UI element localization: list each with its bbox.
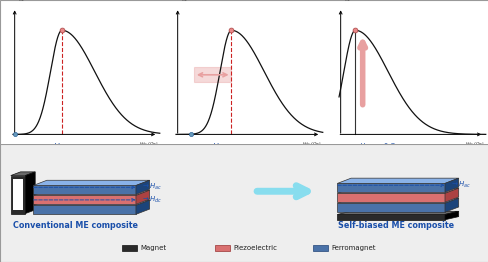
Text: $\alpha_{ME}$ (mV cm$^{-1}$ Oe$^{-1}$): $\alpha_{ME}$ (mV cm$^{-1}$ Oe$^{-1}$)	[179, 0, 225, 4]
Text: Self-biased ME composite: Self-biased ME composite	[337, 221, 453, 230]
Text: Piezoelectric: Piezoelectric	[233, 245, 277, 251]
Polygon shape	[337, 193, 444, 202]
Polygon shape	[215, 245, 229, 251]
Polygon shape	[337, 203, 444, 212]
Polygon shape	[337, 178, 458, 183]
Bar	[194, 67, 231, 82]
Polygon shape	[337, 198, 458, 203]
Polygon shape	[25, 172, 35, 214]
Polygon shape	[337, 183, 444, 192]
Text: $\it{H}_{\rm Opt.}$: $\it{H}_{\rm Opt.}$	[212, 142, 230, 155]
Polygon shape	[122, 245, 137, 251]
Polygon shape	[33, 180, 149, 185]
Polygon shape	[136, 180, 149, 194]
Polygon shape	[13, 179, 23, 210]
Polygon shape	[337, 214, 444, 220]
Polygon shape	[136, 190, 149, 204]
Text: $H_{dc}$ (Oe): $H_{dc}$ (Oe)	[138, 140, 158, 148]
Text: $H_{dc}$ (Oe): $H_{dc}$ (Oe)	[301, 140, 321, 148]
Polygon shape	[11, 172, 35, 176]
Polygon shape	[337, 211, 458, 214]
Text: $\alpha_{ME}$ (mV cm$^{-1}$ Oe$^{-1}$): $\alpha_{ME}$ (mV cm$^{-1}$ Oe$^{-1}$)	[16, 0, 62, 4]
Polygon shape	[444, 198, 458, 212]
Text: Magnet: Magnet	[141, 245, 166, 251]
Polygon shape	[33, 185, 136, 194]
Text: $\it{H}_{\rm Opt.}$: $\it{H}_{\rm Opt.}$	[53, 142, 71, 155]
Polygon shape	[444, 178, 458, 192]
Text: $\alpha_{ME}$ (mV cm$^{-1}$ Oe$^{-1}$): $\alpha_{ME}$ (mV cm$^{-1}$ Oe$^{-1}$)	[342, 0, 387, 4]
Text: Conventional ME composite: Conventional ME composite	[13, 221, 138, 230]
Text: $\rightarrow H_{ac}$: $\rightarrow H_{ac}$	[449, 180, 470, 190]
Polygon shape	[444, 188, 458, 202]
Polygon shape	[337, 188, 458, 193]
Polygon shape	[444, 211, 458, 220]
Polygon shape	[33, 200, 149, 205]
Polygon shape	[136, 200, 149, 214]
Text: $\rightarrow H_{ac}$: $\rightarrow H_{ac}$	[141, 182, 162, 192]
Polygon shape	[312, 245, 327, 251]
Text: Ferromagnet: Ferromagnet	[331, 245, 375, 251]
Text: $\it{H}_{\rm Opt.}=0\ \it{Oe}$: $\it{H}_{\rm Opt.}=0\ \it{Oe}$	[358, 142, 399, 153]
Polygon shape	[33, 195, 136, 204]
Polygon shape	[33, 205, 136, 214]
Polygon shape	[33, 190, 149, 195]
Text: $H_{dc}$ (Oe): $H_{dc}$ (Oe)	[464, 140, 483, 148]
Polygon shape	[11, 176, 25, 214]
Text: $\rightarrow H_{dc}$: $\rightarrow H_{dc}$	[141, 195, 162, 205]
